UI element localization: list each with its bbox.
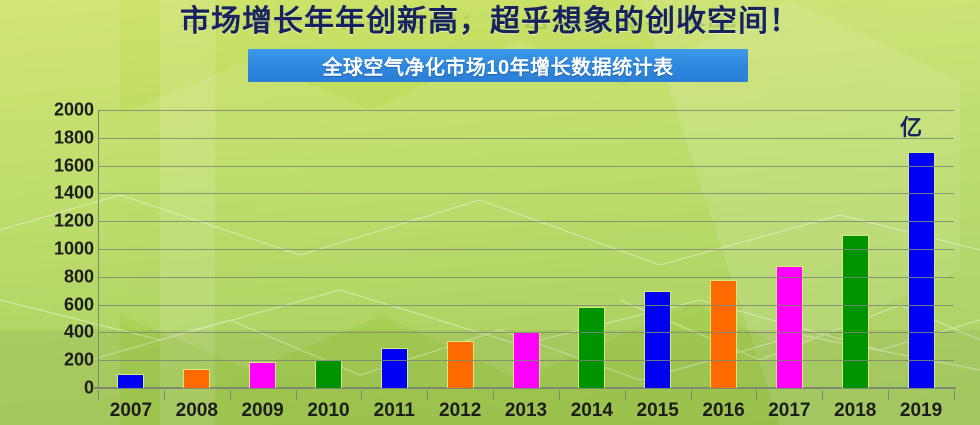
gridline bbox=[98, 221, 954, 223]
bar-2010 bbox=[314, 360, 342, 388]
x-tick bbox=[163, 390, 165, 400]
gridline bbox=[98, 137, 954, 139]
x-tick-label: 2014 bbox=[570, 400, 613, 421]
y-tick-label: 2000 bbox=[53, 99, 94, 120]
bar-2019 bbox=[907, 151, 935, 388]
page-title: 市场增长年年创新高，超乎想象的创收空间！ bbox=[180, 5, 800, 38]
bar-2007 bbox=[117, 374, 145, 388]
x-tick bbox=[888, 390, 890, 400]
subtitle-text: 全球空气净化市场10年增长数据统计表 bbox=[322, 57, 674, 79]
x-tick bbox=[954, 390, 955, 400]
gridline bbox=[98, 304, 954, 306]
x-tick bbox=[558, 390, 560, 400]
y-tick-label: 0 bbox=[83, 377, 94, 398]
y-tick-label: 800 bbox=[63, 266, 94, 287]
gridline bbox=[98, 388, 954, 389]
x-tick-label: 2007 bbox=[109, 400, 153, 421]
plot-area bbox=[94, 110, 956, 400]
x-tick bbox=[624, 390, 626, 400]
x-tick-label: 2009 bbox=[241, 400, 284, 421]
x-tick bbox=[690, 390, 692, 400]
bar-2009 bbox=[249, 361, 277, 388]
gridline bbox=[98, 249, 954, 250]
x-tick-label: 2010 bbox=[307, 400, 350, 421]
x-tick bbox=[361, 390, 363, 400]
x-tick bbox=[822, 390, 824, 400]
y-tick-label: 1800 bbox=[53, 127, 94, 148]
bar-2015 bbox=[644, 290, 672, 388]
x-tick-label: 2017 bbox=[768, 400, 811, 421]
y-tick-label: 1200 bbox=[53, 210, 94, 231]
y-tick-label: 600 bbox=[63, 294, 94, 315]
y-tick-label: 400 bbox=[63, 321, 94, 342]
unit-label: 亿 bbox=[900, 115, 923, 140]
gridline bbox=[98, 276, 954, 278]
y-tick-label: 200 bbox=[63, 349, 94, 370]
x-tick-label: 2013 bbox=[504, 400, 548, 421]
x-axis-labels: 2007 2008 2009 2010 2011 2012 2013 2014 2015 2016… bbox=[98, 400, 954, 425]
x-tick bbox=[295, 390, 297, 400]
x-tick-label: 2018 bbox=[834, 400, 877, 421]
gridline bbox=[98, 193, 954, 195]
gridline bbox=[98, 165, 954, 167]
y-tick-label: 1400 bbox=[53, 182, 94, 203]
bars-layer bbox=[98, 110, 954, 388]
page-title-reflection: 市场增长年年创新高，超乎想象的创收空间！ bbox=[180, 10, 800, 30]
x-tick bbox=[756, 390, 758, 400]
header: 市场增长年年创新高，超乎想象的创收空间！ 市场增长年年创新高，超乎想象的创收空间… bbox=[0, 0, 980, 92]
x-tick bbox=[493, 390, 495, 400]
x-tick-label: 2011 bbox=[373, 400, 415, 421]
x-tick-label: 2016 bbox=[702, 400, 745, 421]
y-tick-label: 1000 bbox=[53, 238, 94, 259]
bar-2012 bbox=[446, 340, 474, 388]
bar-2014 bbox=[578, 307, 606, 388]
bar-2008 bbox=[183, 368, 211, 388]
x-tick-label: 2008 bbox=[175, 400, 218, 421]
bar-2018 bbox=[841, 235, 869, 388]
gridline bbox=[98, 360, 954, 362]
y-tick-label: 1600 bbox=[53, 155, 94, 176]
bar-2017 bbox=[775, 265, 803, 388]
subtitle-banner: 全球空气净化市场10年增长数据统计表 bbox=[248, 49, 748, 82]
x-tick-label: 2015 bbox=[636, 400, 679, 421]
x-tick bbox=[427, 390, 429, 400]
bar-2016 bbox=[710, 279, 738, 388]
bar-2011 bbox=[380, 347, 408, 388]
x-tick bbox=[98, 390, 99, 400]
x-tick bbox=[229, 390, 231, 400]
x-tick-label: 2012 bbox=[439, 400, 482, 421]
gridline bbox=[98, 332, 954, 334]
x-tick-label: 2019 bbox=[899, 400, 943, 421]
gridline bbox=[98, 110, 954, 111]
bar-chart: 2000 1800 1600 1400 1200 1000 800 600 400 200 0 20… bbox=[0, 92, 980, 425]
